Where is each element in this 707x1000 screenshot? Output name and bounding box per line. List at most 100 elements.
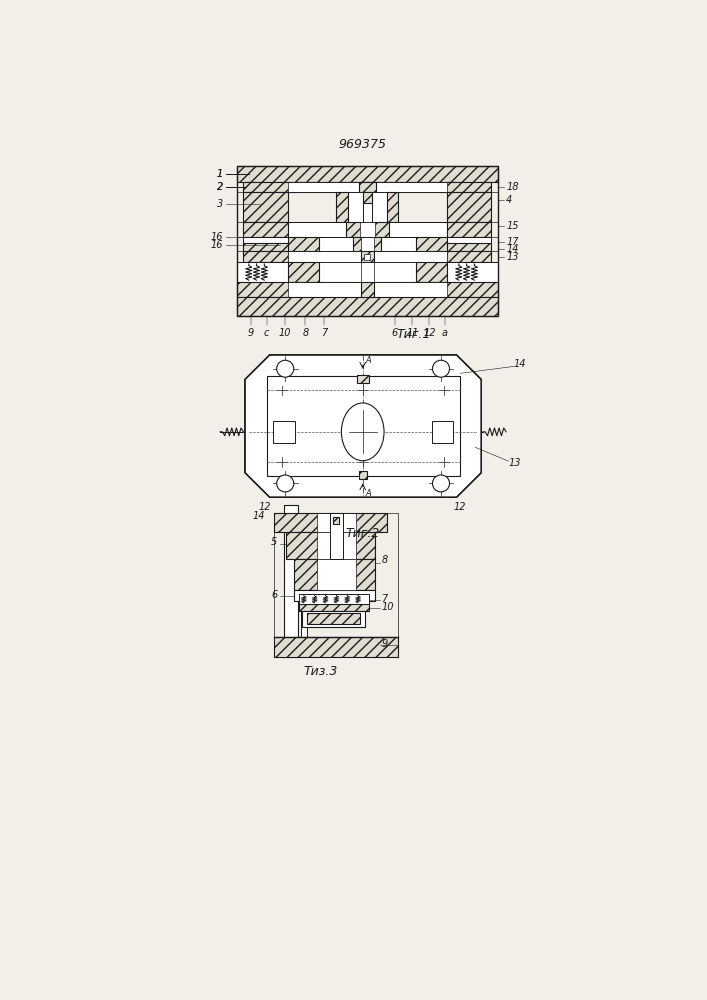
Polygon shape <box>245 355 481 497</box>
Text: 9: 9 <box>381 639 387 649</box>
Bar <box>243 222 491 237</box>
Bar <box>243 182 491 192</box>
Text: 10: 10 <box>381 602 394 612</box>
Bar <box>360 222 375 237</box>
Bar <box>448 243 491 255</box>
Bar <box>243 237 491 251</box>
Bar <box>448 222 491 237</box>
Text: 4: 4 <box>506 195 513 205</box>
Text: 7: 7 <box>321 328 327 338</box>
Circle shape <box>433 360 450 377</box>
Text: 9: 9 <box>248 328 255 338</box>
Text: 16: 16 <box>211 232 223 242</box>
Bar <box>274 513 398 657</box>
Bar <box>448 262 498 282</box>
Bar <box>432 421 453 443</box>
Bar <box>274 637 398 657</box>
Text: 2: 2 <box>217 182 223 192</box>
Text: 6: 6 <box>392 328 397 338</box>
Bar <box>288 262 319 282</box>
Bar <box>293 559 375 590</box>
Bar <box>337 192 348 222</box>
Bar <box>286 532 375 559</box>
Text: a: a <box>442 328 448 338</box>
Text: 12: 12 <box>423 328 436 338</box>
Text: 13: 13 <box>506 252 519 262</box>
Bar <box>317 532 356 559</box>
Text: 11: 11 <box>406 328 419 338</box>
Text: A: A <box>366 356 372 365</box>
Bar <box>363 192 372 203</box>
Bar <box>243 243 288 255</box>
Bar <box>243 251 288 262</box>
Bar <box>448 192 491 222</box>
Text: Τиз.3: Τиз.3 <box>304 665 338 678</box>
Circle shape <box>276 475 293 492</box>
Text: 18: 18 <box>506 182 519 192</box>
Bar <box>301 611 365 627</box>
Bar <box>416 262 448 282</box>
Bar <box>361 237 373 251</box>
Bar <box>300 551 307 644</box>
Bar <box>288 237 319 251</box>
Bar <box>288 182 448 192</box>
Bar <box>237 166 498 316</box>
Bar <box>361 251 373 262</box>
Text: c: c <box>264 328 269 338</box>
Bar <box>333 517 339 524</box>
Bar <box>243 192 288 222</box>
Text: 16: 16 <box>211 240 223 250</box>
Bar <box>361 262 373 282</box>
Bar <box>288 262 448 282</box>
Text: 12: 12 <box>453 502 466 512</box>
Text: 969375: 969375 <box>339 138 387 151</box>
Text: 12: 12 <box>259 502 271 512</box>
Text: A: A <box>366 489 372 498</box>
Bar <box>354 237 381 251</box>
Bar <box>317 513 356 532</box>
Bar <box>364 254 370 260</box>
Bar <box>288 251 448 262</box>
Text: Τиг.1: Τиг.1 <box>397 328 431 341</box>
Text: 2: 2 <box>217 182 223 192</box>
Text: 14: 14 <box>514 359 526 369</box>
Bar <box>359 182 376 192</box>
Bar <box>282 647 299 657</box>
Bar <box>299 594 369 604</box>
Bar <box>337 192 398 222</box>
Bar <box>330 513 343 559</box>
Bar <box>317 559 356 590</box>
Text: 1: 1 <box>217 169 223 179</box>
Text: 14: 14 <box>252 511 265 521</box>
Bar <box>361 282 373 297</box>
Bar <box>363 192 372 231</box>
Bar <box>237 282 498 297</box>
Bar <box>346 222 389 237</box>
Ellipse shape <box>341 403 384 461</box>
Text: 14: 14 <box>506 244 519 254</box>
Bar <box>448 251 491 262</box>
Text: 1: 1 <box>217 169 223 179</box>
Text: 8: 8 <box>381 555 387 565</box>
Bar <box>293 590 375 601</box>
Bar <box>267 376 460 476</box>
Bar <box>416 237 448 251</box>
Bar <box>307 613 360 624</box>
Bar <box>387 192 398 222</box>
Text: Τиг.2: Τиг.2 <box>346 527 380 540</box>
Bar <box>284 505 298 655</box>
Bar <box>273 421 295 443</box>
Circle shape <box>433 475 450 492</box>
Text: 10: 10 <box>279 328 291 338</box>
Bar <box>237 166 498 182</box>
Text: 5: 5 <box>271 537 277 547</box>
Bar <box>299 604 369 611</box>
Text: 8: 8 <box>303 328 308 338</box>
Circle shape <box>276 360 293 377</box>
Text: 17: 17 <box>506 237 519 247</box>
Bar <box>237 297 498 316</box>
Bar <box>359 471 367 479</box>
Bar <box>288 282 448 297</box>
Text: 3: 3 <box>217 199 223 209</box>
Text: 15: 15 <box>506 221 519 231</box>
